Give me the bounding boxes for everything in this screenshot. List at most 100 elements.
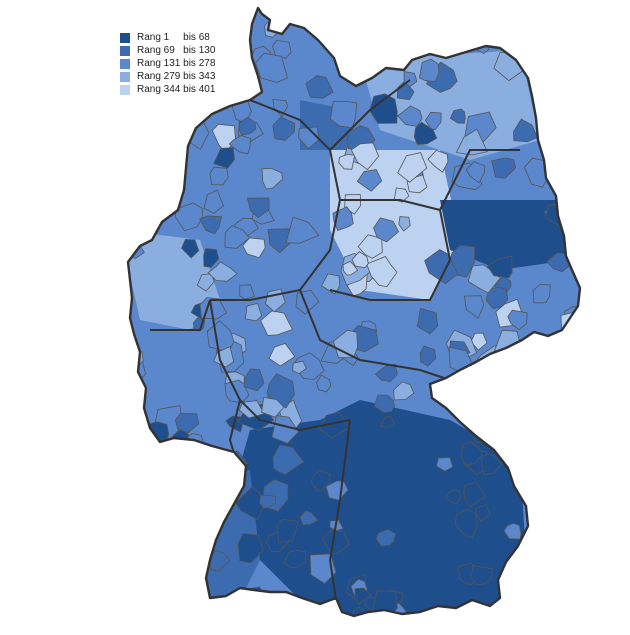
legend-item-1: Rang 1 bis 68 (120, 32, 215, 44)
district-cell (268, 342, 296, 367)
district-cell (393, 381, 415, 401)
district-cell (183, 509, 199, 525)
district-cell (533, 385, 554, 404)
state-boundary (299, 289, 451, 381)
district-cell (463, 481, 486, 508)
district-cell (246, 197, 270, 219)
district-cell (373, 31, 409, 61)
district-cell (144, 164, 170, 184)
district-cell (243, 368, 265, 392)
district-cell (351, 250, 369, 269)
district-cell (128, 537, 145, 557)
district-cell (374, 363, 398, 382)
legend-swatch-1 (120, 33, 130, 43)
district-cell (255, 52, 288, 83)
district-cell (551, 506, 568, 521)
district-cell (556, 100, 577, 124)
district-cell (285, 216, 320, 244)
district-cell (207, 261, 238, 282)
legend-label-3: Rang 131 bis 278 (137, 58, 216, 69)
district-cell (238, 116, 257, 136)
district-cell (373, 394, 395, 414)
district-cell (454, 508, 479, 539)
district-cell (528, 39, 558, 76)
district-cell (542, 466, 563, 487)
district-cell (565, 17, 580, 35)
district-cell (181, 238, 200, 259)
district-cell (293, 352, 325, 380)
district-cell (158, 452, 187, 477)
legend-label-5: Rang 344 bis 401 (137, 84, 216, 95)
district-cell (417, 307, 439, 335)
legend-swatch-4 (120, 72, 130, 82)
district-cell (397, 152, 428, 183)
district-cell (321, 273, 341, 295)
district-cell (566, 138, 580, 162)
district-cell (475, 504, 491, 522)
legend: Rang 1 bis 68 Rang 69 bis 130 Rang 131 b… (120, 32, 215, 97)
district-cell (445, 489, 462, 504)
district-cell (260, 310, 293, 336)
district-cell (299, 510, 319, 526)
district-cell (192, 589, 209, 606)
district-cell (271, 415, 300, 444)
district-cell (237, 532, 264, 564)
district-cell (192, 8, 215, 33)
district-cell (298, 126, 320, 150)
legend-item-3: Rang 131 bis 278 (120, 58, 215, 70)
legend-swatch-3 (120, 59, 130, 69)
district-cell (130, 509, 149, 531)
district-cell (507, 309, 528, 331)
district-cell (486, 255, 513, 279)
district-cell (153, 175, 168, 194)
district-cell (419, 345, 437, 367)
district-cell (276, 518, 299, 543)
district-cell (136, 595, 157, 616)
district-cell (485, 286, 509, 309)
district-cell (224, 225, 251, 249)
district-cell (141, 467, 164, 487)
district-cell (491, 157, 517, 179)
district-cell (205, 484, 221, 499)
district-cell (446, 392, 464, 410)
district-cell (272, 98, 289, 118)
district-cell (199, 215, 222, 235)
district-cell (186, 14, 210, 34)
district-cell (271, 39, 292, 59)
district-cell (539, 415, 562, 440)
district-cell (413, 121, 438, 145)
district-cell (354, 587, 372, 605)
district-cell (470, 565, 493, 586)
district-cell (142, 572, 157, 589)
district-cell (516, 410, 542, 438)
district-cell (369, 93, 398, 124)
legend-label-4: Rang 279 bis 343 (137, 71, 216, 82)
legend-label-2: Rang 69 bis 130 (137, 45, 216, 56)
district-cell (198, 490, 220, 517)
district-cell (455, 128, 488, 156)
district-cell (366, 256, 398, 288)
district-cell (203, 248, 220, 268)
state-boundary (209, 299, 351, 432)
region-south-dark (230, 400, 530, 616)
district-cell (360, 20, 378, 36)
district-cell (397, 105, 423, 127)
district-cell (356, 169, 383, 192)
district-cell (427, 149, 449, 173)
district-cell (503, 522, 522, 540)
district-cell (449, 108, 466, 124)
state-boundary (210, 99, 342, 301)
district-cell (365, 24, 381, 45)
district-cell (540, 77, 566, 109)
district-cell (483, 414, 509, 441)
district-cell (133, 206, 153, 224)
district-cell (435, 14, 468, 43)
district-cell (532, 283, 551, 304)
district-cell (547, 11, 570, 30)
district-cell (539, 372, 573, 397)
district-cell (463, 295, 485, 319)
district-cell (418, 58, 440, 82)
district-cell (239, 284, 256, 300)
district-cell (209, 466, 235, 491)
